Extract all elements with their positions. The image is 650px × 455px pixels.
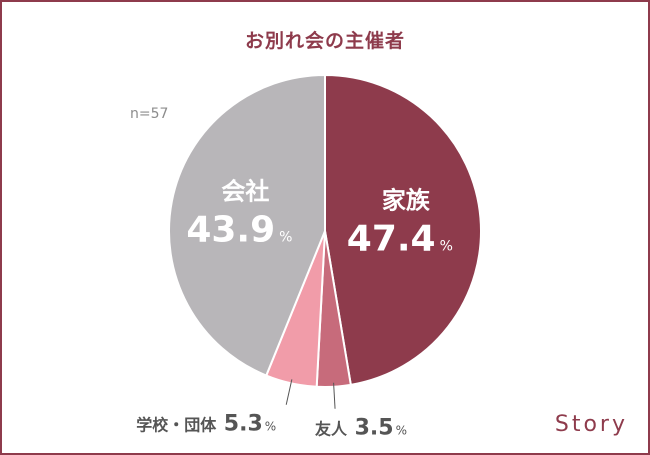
slice-3-value-label: 43.9%: [186, 209, 292, 250]
sample-size-note: n=57: [130, 106, 169, 122]
slice-3-wedge: [168, 73, 326, 377]
slice-2-outside-label: 学校・団体 5.3%: [136, 412, 276, 437]
slice-0-value-label: 47.4%: [347, 218, 453, 259]
chart-title: お別れ会の主催者: [244, 30, 405, 52]
slice-0-wedge: [324, 73, 482, 387]
slice-1-outside-label: 友人 3.5%: [315, 416, 407, 441]
slice-2-leader-line: [285, 379, 293, 405]
slice-1-leader-line: [333, 382, 336, 409]
story-logo: Story: [554, 412, 628, 437]
slice-0-name-label: 家族: [382, 186, 431, 214]
slice-3-name-label: 会社: [221, 177, 269, 205]
